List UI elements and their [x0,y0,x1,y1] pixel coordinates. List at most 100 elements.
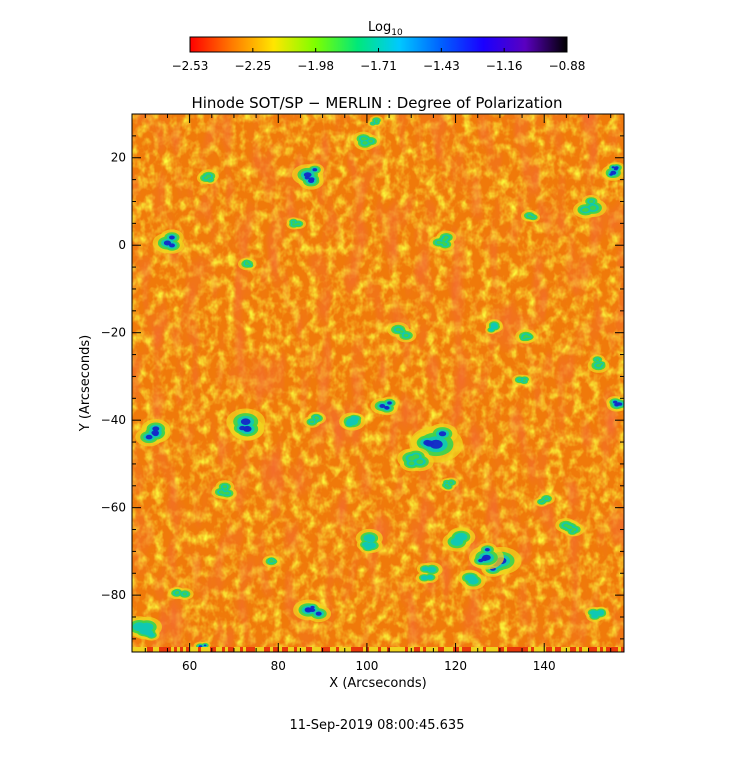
polarization-patch [222,485,228,489]
edge-strip-cell [303,647,306,652]
edge-strip-cell [393,647,396,652]
polarization-patch [309,608,316,612]
plot-frame [131,113,625,653]
edge-strip-cell [447,647,450,652]
edge-strip-cell [231,647,234,652]
edge-strip-cell [285,647,288,652]
polarization-patch [141,629,148,634]
polarization-patch [399,330,404,333]
polarization-patch [303,172,312,178]
edge-strip-cell [228,647,231,652]
polarization-patch [369,538,374,542]
colorbar-title-subscript: 10 [391,28,403,38]
edge-strip-cell [141,647,144,652]
colorbar-tick-label: −1.71 [360,59,397,73]
polarization-patch [478,558,484,563]
polarization-patch [444,483,449,487]
edge-strip-cell [414,647,417,652]
polarization-patch [145,434,153,440]
polarization-patch [182,592,187,596]
polarization-patch [305,607,311,612]
polarization-patch [408,461,415,466]
edge-strip-cell [405,647,408,652]
polarization-patch [379,404,386,408]
polarization-patch [374,119,379,122]
edge-strip-cell [168,647,171,652]
polarization-patch [541,499,545,502]
edge-strip-cell [363,647,366,652]
edge-strip-cell [276,647,279,652]
edge-strip-cell [297,647,300,652]
polarization-patch [438,431,447,437]
polarization-patch [544,497,549,501]
edge-strip-cell [603,647,606,652]
edge-strip-cell [198,647,201,652]
edge-strip-cell [534,647,537,652]
edge-strip-cell [348,647,351,652]
edge-strip-cell [465,647,468,652]
polarization-patch [240,418,251,426]
polarization-patch [272,560,276,563]
edge-strip-cell [561,647,564,652]
polarization-patch [582,207,589,212]
polarization-patch [453,539,461,545]
colorbar-ticks: −2.53 −2.25 −1.98 −1.71 −1.43 −1.16 −0.88 [172,48,585,73]
polarization-patch [363,543,369,547]
polarization-patch [169,235,175,240]
edge-strip-cell [489,647,492,652]
edge-strip-cell [459,647,462,652]
polarization-patch [403,333,409,338]
polarization-patch [152,431,159,437]
edge-strip-cell [195,647,198,652]
edge-strip-cell [618,647,621,652]
polarization-patch [490,328,494,331]
edge-strip-cell [570,647,573,652]
edge-strip-cell [516,647,519,652]
edge-strip-cell [567,647,570,652]
edge-strip-cell [474,647,477,652]
edge-strip-cell [384,647,387,652]
polarization-patch [436,240,442,245]
polarization-patch [395,327,401,332]
polarization-patch [208,178,212,181]
polarization-patch [589,205,597,211]
polarization-patch [351,416,356,420]
polarization-patch [484,548,490,552]
edge-strip-cell [381,647,384,652]
edge-strip-cell [153,647,156,652]
edge-strip-cell [330,647,333,652]
edge-strip-cell [507,647,510,652]
polarization-patch [563,523,569,528]
polarization-patch [441,241,446,245]
edge-strip-cell [315,647,318,652]
polarization-patch [530,215,533,218]
polarization-patch [244,262,250,266]
polarization-patch [591,611,596,614]
edge-strip-cell [264,647,267,652]
edge-strip-cell [396,647,399,652]
edge-strip-cell [261,647,264,652]
polarization-patch [314,415,319,419]
polarization-patch [368,139,373,143]
edge-strip-cell [207,647,210,652]
polarization-patch [312,168,318,172]
edge-strip-cell [369,647,372,652]
polarization-patch [347,422,352,426]
polarization-patch [384,406,389,409]
edge-strip-cell [453,647,456,652]
heatmap-texture-red [132,114,624,652]
edge-strip-cell [366,647,369,652]
polarization-patch [571,527,577,532]
edge-strip-cell [294,647,297,652]
edge-strip-cell [249,647,252,652]
polarization-patch [206,175,209,178]
polarization-patch [423,567,428,571]
polarization-patch [493,326,497,329]
edge-strip-cell [324,647,327,652]
x-axis-label: X (Arcseconds) [329,676,426,691]
colorbar-tick-label: −1.43 [423,59,460,73]
polarization-patch [309,420,315,424]
edge-strip-cell [513,647,516,652]
polarization-patch [609,173,613,176]
edge-strip-cell [519,647,522,652]
